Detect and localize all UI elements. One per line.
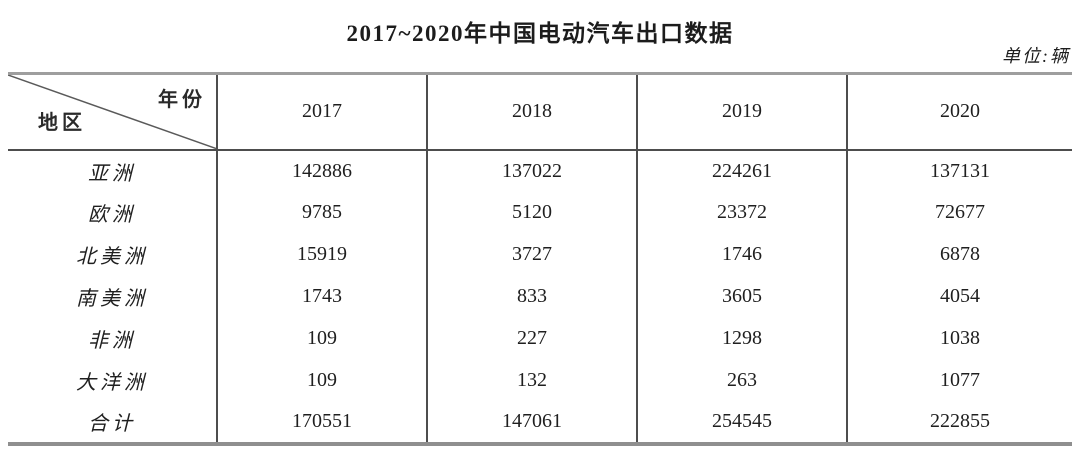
value-cell: 15919 (216, 233, 427, 276)
page-title: 2017~2020年中国电动汽车出口数据 (346, 21, 734, 46)
corner-label-region: 地区 (38, 111, 86, 134)
value-cell: 254545 (636, 401, 847, 444)
value-cell: 3605 (636, 275, 847, 318)
value-cell: 227 (426, 317, 637, 360)
region-cell: 亚洲 (88, 162, 136, 185)
region-cell: 非洲 (88, 330, 136, 352)
value-cell: 3727 (426, 233, 637, 276)
unit-label: 单位:辆 (1002, 46, 1070, 66)
table-row-total: 合计 170551 147061 254545 222855 (8, 401, 1072, 444)
region-cell: 欧洲 (88, 204, 136, 226)
value-cell: 72677 (846, 191, 1072, 234)
table-row: 南美洲 1743 833 3605 4054 (8, 275, 1072, 318)
header-row: 年份 地区 2017 2018 2019 2020 (8, 73, 1072, 151)
region-cell: 北美洲 (76, 246, 148, 268)
year-header-2019: 2019 (636, 73, 847, 151)
value-cell: 137022 (426, 149, 637, 192)
value-cell: 1077 (846, 359, 1072, 402)
table-row: 非洲 109 227 1298 1038 (8, 317, 1072, 360)
value-cell: 109 (216, 359, 427, 402)
year-header-2018: 2018 (426, 73, 637, 151)
region-cell: 合计 (88, 413, 136, 435)
export-data-table: 年份 地区 2017 2018 2019 2020 亚洲 142886 1370… (8, 72, 1072, 446)
value-cell: 142886 (216, 149, 427, 192)
value-cell: 137131 (846, 149, 1072, 192)
value-cell: 224261 (636, 149, 847, 192)
value-cell: 263 (636, 359, 847, 402)
table-row: 亚洲 142886 137022 224261 137131 (8, 149, 1072, 192)
year-header-2017: 2017 (216, 73, 427, 151)
value-cell: 170551 (216, 401, 427, 444)
value-cell: 109 (216, 317, 427, 360)
value-cell: 1298 (636, 317, 847, 360)
value-cell: 222855 (846, 401, 1072, 444)
year-header-2020: 2020 (846, 73, 1072, 151)
value-cell: 6878 (846, 233, 1072, 276)
diagonal-divider-line (8, 75, 216, 149)
value-cell: 1038 (846, 317, 1072, 360)
value-cell: 23372 (636, 191, 847, 234)
region-cell: 大洋洲 (76, 372, 148, 394)
region-cell: 南美洲 (76, 288, 148, 310)
value-cell: 9785 (216, 191, 427, 234)
value-cell: 132 (426, 359, 637, 402)
table-row: 欧洲 9785 5120 23372 72677 (8, 191, 1072, 234)
value-cell: 1746 (636, 233, 847, 276)
table-row: 大洋洲 109 132 263 1077 (8, 359, 1072, 402)
value-cell: 147061 (426, 401, 637, 444)
value-cell: 1743 (216, 275, 427, 318)
corner-header-cell: 年份 地区 (8, 73, 217, 151)
value-cell: 833 (426, 275, 637, 318)
value-cell: 5120 (426, 191, 637, 234)
value-cell: 4054 (846, 275, 1072, 318)
corner-label-year: 年份 (158, 89, 206, 111)
table-row: 北美洲 15919 3727 1746 6878 (8, 233, 1072, 276)
